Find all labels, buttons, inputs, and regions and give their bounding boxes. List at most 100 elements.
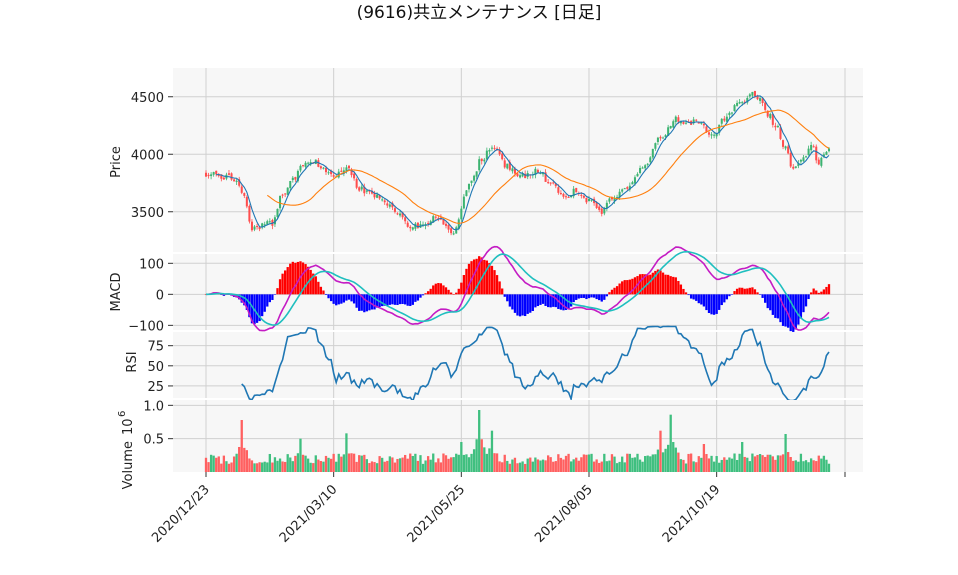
- volume-bar: [720, 459, 723, 472]
- candle-body: [751, 91, 754, 96]
- macd-histogram-bar: [728, 294, 731, 297]
- candle-body: [488, 150, 491, 152]
- candle-body: [516, 173, 519, 177]
- volume-bar: [764, 456, 767, 472]
- volume-bar: [511, 459, 514, 472]
- volume-bar: [342, 454, 346, 472]
- volume-bar: [733, 453, 736, 472]
- volume-bar: [332, 453, 335, 472]
- macd-histogram-bar: [608, 292, 611, 295]
- volume-bar: [587, 454, 591, 472]
- candle-body: [610, 197, 613, 200]
- macd-histogram-bar: [506, 294, 509, 302]
- candle-body: [230, 173, 233, 180]
- macd-histogram-bar: [365, 294, 369, 312]
- volume-bar: [687, 453, 690, 472]
- candle-body: [807, 148, 810, 156]
- candle-body: [358, 187, 361, 191]
- candle-body: [572, 188, 575, 197]
- macd-histogram-bar: [641, 274, 644, 295]
- macd-histogram-bar: [447, 289, 450, 295]
- volume-bar: [723, 457, 726, 472]
- candle-body: [672, 121, 675, 128]
- volume-bar: [769, 454, 772, 472]
- candle-body: [299, 165, 302, 171]
- macd-histogram-bar: [511, 294, 514, 310]
- volume-bar: [411, 455, 414, 472]
- volume-bar: [677, 452, 680, 472]
- macd-histogram-bar: [766, 294, 769, 309]
- candle-body: [595, 202, 598, 208]
- volume-bar: [243, 447, 246, 472]
- volume-bar: [493, 453, 496, 472]
- macd-histogram-bar: [516, 294, 519, 316]
- candle-body: [233, 179, 236, 182]
- macd-histogram-bar: [585, 294, 588, 300]
- volume-bar: [674, 447, 677, 472]
- macd-histogram-bar: [730, 294, 734, 295]
- macd-histogram-bar: [552, 294, 555, 307]
- volume-bar: [592, 461, 596, 472]
- candle-body: [797, 162, 800, 167]
- volume-bar: [368, 463, 371, 472]
- candle-body: [381, 199, 384, 201]
- candle-body: [827, 148, 831, 152]
- macd-histogram-bar: [682, 288, 685, 295]
- volume-bar: [669, 414, 672, 472]
- candle-body: [779, 127, 782, 139]
- candle-body: [342, 170, 345, 174]
- volume-bar: [253, 463, 256, 472]
- macd-histogram-bar: [312, 273, 315, 295]
- candle-body: [664, 135, 667, 137]
- rsi-background: [173, 332, 863, 398]
- volume-bar: [327, 457, 330, 472]
- candle-body: [258, 226, 261, 230]
- macd-histogram-bar: [284, 270, 287, 295]
- volume-bar: [485, 453, 489, 472]
- candle-body: [393, 208, 396, 212]
- macd-histogram-bar: [281, 273, 284, 295]
- candle-body: [804, 156, 808, 158]
- volume-bar: [700, 457, 703, 472]
- macd-histogram-bar: [753, 289, 757, 295]
- macd-histogram-bar: [738, 287, 741, 295]
- volume-bar: [447, 458, 450, 472]
- candle-body: [376, 194, 379, 198]
- macd-histogram-bar: [332, 294, 335, 304]
- macd-histogram-bar: [756, 292, 759, 295]
- volume-bar: [748, 461, 751, 472]
- macd-histogram-bar: [536, 294, 540, 307]
- volume-bar: [636, 453, 639, 472]
- macd-histogram-bar: [273, 294, 277, 295]
- volume-bar: [490, 430, 494, 472]
- macd-histogram-bar: [664, 274, 667, 295]
- macd-histogram-bar: [748, 287, 751, 295]
- ma-long-line: [266, 109, 830, 224]
- volume-bar: [329, 458, 333, 472]
- macd-histogram-bar: [774, 294, 777, 318]
- price-panel: 3500 4000 4500: [131, 68, 863, 252]
- macd-histogram-bar: [324, 294, 328, 296]
- candle-body: [319, 166, 322, 169]
- candle-body: [534, 168, 537, 176]
- volume-bar: [373, 462, 376, 472]
- candle-body: [720, 118, 723, 124]
- macd-histogram-bar: [426, 291, 430, 295]
- candle-body: [452, 233, 455, 235]
- candle-body: [444, 223, 448, 226]
- candle-body: [465, 190, 468, 197]
- macd-histogram-bar: [707, 294, 711, 314]
- candle-body: [327, 172, 330, 174]
- volume-bar: [692, 461, 695, 472]
- volume-bar: [306, 458, 310, 472]
- volume-bar: [424, 460, 427, 472]
- volume-bar: [623, 462, 626, 472]
- volume-bar: [728, 457, 731, 472]
- macd-histogram-bar: [817, 292, 820, 295]
- volume-bar: [404, 454, 407, 472]
- candle-body: [598, 206, 601, 210]
- candle-body: [812, 146, 815, 148]
- volume-bar: [414, 453, 417, 472]
- macd-histogram-bar: [600, 294, 603, 302]
- macd-histogram-bar: [644, 274, 647, 295]
